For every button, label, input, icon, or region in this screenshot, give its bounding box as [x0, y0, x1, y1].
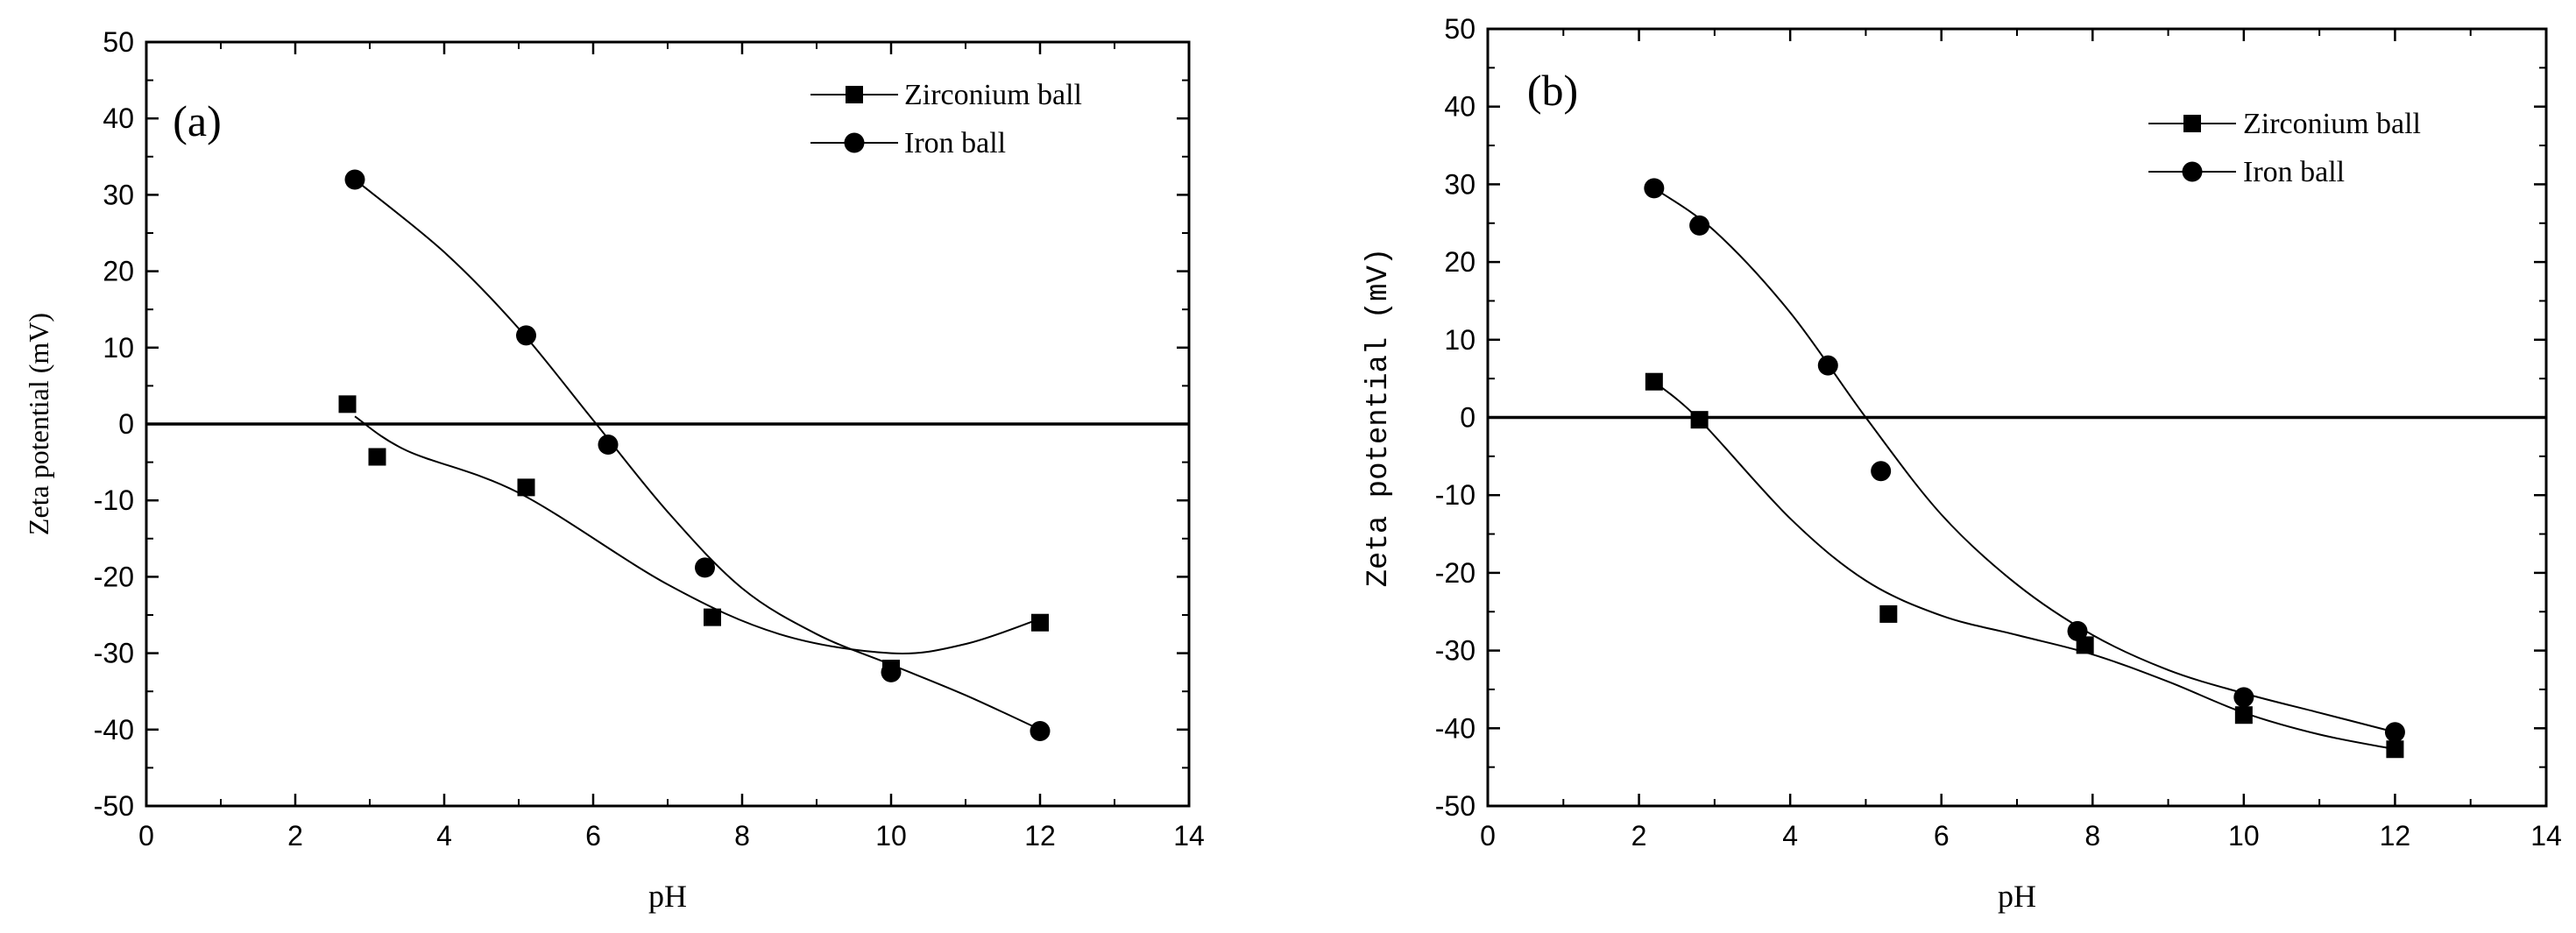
chart-panel-a: 0 2 4 6 8 10 12 14 -50 -40 -30 -20 -10 0 10 20 30 40 50 pH Z…	[23, 26, 1205, 914]
fitted-curve-zirconium	[1653, 380, 2396, 751]
data-point-zirconium	[1645, 372, 1663, 391]
y-axis-title: Zeta potential (mV)	[1362, 248, 1396, 588]
x-tick-label: 14	[1173, 820, 1205, 852]
x-tick-label: 0	[138, 820, 154, 852]
data-point-zirconium	[338, 395, 357, 413]
fitted-curve-iron	[354, 179, 1041, 731]
x-tick-label: 14	[2530, 820, 2562, 852]
data-point-iron	[1030, 721, 1051, 742]
y-tick-label: 0	[1460, 402, 1476, 434]
data-point-zirconium	[1031, 613, 1049, 632]
y-tick-label: 20	[103, 256, 134, 287]
legend-marker-square	[846, 86, 863, 103]
data-point-iron	[344, 169, 365, 190]
y-tick-label: 50	[103, 26, 134, 58]
data-point-iron	[1871, 461, 1892, 482]
y-tick-label: -40	[94, 714, 134, 746]
y-tick-label: -30	[1435, 635, 1476, 667]
data-point-zirconium	[368, 448, 386, 466]
legend-label: Zirconium ball	[2243, 108, 2421, 140]
y-tick-label: -50	[1435, 790, 1476, 822]
y-tick-label: 40	[103, 102, 134, 134]
legend-marker-circle	[2182, 161, 2203, 182]
y-tick-label: 10	[1444, 324, 1476, 356]
y-tick-label: 20	[1444, 246, 1476, 278]
y-tick-label: 40	[1444, 91, 1476, 123]
data-point-iron	[2384, 722, 2405, 743]
x-tick-label: 6	[585, 820, 601, 852]
y-tick-label: -50	[94, 790, 134, 822]
data-point-iron	[1644, 178, 1665, 199]
y-tick-label: 30	[1444, 168, 1476, 200]
y-tick-label: -10	[94, 484, 134, 516]
data-point-iron	[2233, 687, 2254, 708]
x-tick-label: 12	[1024, 820, 1056, 852]
x-tick-label: 10	[2228, 820, 2260, 852]
fitted-curve-zirconium	[354, 415, 1041, 654]
data-point-zirconium	[1879, 604, 1898, 623]
x-tick-label: 4	[1782, 820, 1798, 852]
data-point-iron	[1689, 215, 1710, 236]
x-tick-label: 10	[875, 820, 907, 852]
chart-panel-b: 0 2 4 6 8 10 12 14 -50 -40 -30 -20 -10 0 10 20 30 40 50 pH Z…	[1362, 13, 2562, 914]
legend-marker-circle	[844, 132, 865, 153]
x-tick-label: 8	[2084, 820, 2100, 852]
data-point-iron	[695, 557, 715, 578]
x-tick-label: 6	[1934, 820, 1950, 852]
data-point-iron	[1817, 355, 1838, 376]
y-tick-label: -30	[94, 638, 134, 669]
x-tick-label: 0	[1480, 820, 1496, 852]
data-point-zirconium	[2234, 706, 2253, 724]
x-tick-label: 2	[287, 820, 303, 852]
y-tick-label: -20	[1435, 557, 1476, 589]
legend-label: Iron ball	[904, 127, 1006, 159]
x-tick-label: 12	[2380, 820, 2411, 852]
y-tick-label: 10	[103, 332, 134, 364]
data-point-zirconium	[2076, 636, 2094, 654]
legend-label: Iron ball	[2243, 156, 2345, 188]
panel-label: (a)	[173, 96, 222, 145]
data-point-iron	[881, 661, 902, 682]
y-tick-label: 30	[103, 179, 134, 210]
panel-label: (b)	[1527, 66, 1578, 115]
x-tick-label: 8	[734, 820, 750, 852]
data-point-iron	[598, 435, 619, 456]
x-tick-label: 2	[1631, 820, 1647, 852]
y-tick-label: 50	[1444, 13, 1476, 45]
data-point-zirconium	[704, 608, 721, 626]
y-tick-label: -10	[1435, 479, 1476, 511]
legend-marker-square	[2183, 115, 2201, 132]
y-tick-label: -20	[94, 561, 134, 592]
data-point-iron	[2067, 620, 2088, 641]
y-tick-label: -40	[1435, 712, 1476, 744]
y-axis-title: Zeta potential (mV)	[23, 313, 54, 535]
fitted-curve-iron	[1653, 187, 2396, 733]
x-axis-title: pH	[648, 879, 687, 914]
data-point-zirconium	[1690, 411, 1709, 429]
data-point-iron	[516, 325, 536, 346]
data-point-zirconium	[2386, 740, 2404, 759]
y-tick-label: 0	[118, 408, 134, 440]
data-point-zirconium	[517, 478, 535, 497]
x-axis-title: pH	[1998, 879, 2036, 914]
x-tick-label: 4	[436, 820, 452, 852]
legend-label: Zirconium ball	[904, 79, 1082, 111]
